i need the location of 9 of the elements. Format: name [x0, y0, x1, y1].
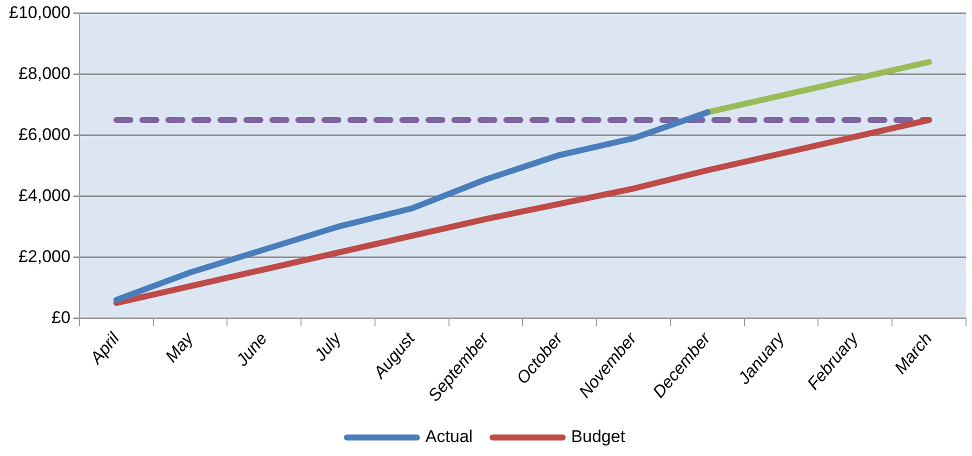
y-tick-label: £2,000 — [18, 246, 70, 266]
y-tick-label: £6,000 — [18, 124, 70, 144]
x-tick-label: July — [310, 328, 346, 366]
y-tick-label: £8,000 — [18, 64, 70, 83]
legend-label: Actual — [425, 427, 473, 446]
y-tick-label: £10,000 — [9, 2, 70, 22]
legend-label: Budget — [571, 427, 626, 446]
y-tick-label: £0 — [52, 308, 70, 327]
y-tick-label: £4,000 — [18, 186, 70, 205]
